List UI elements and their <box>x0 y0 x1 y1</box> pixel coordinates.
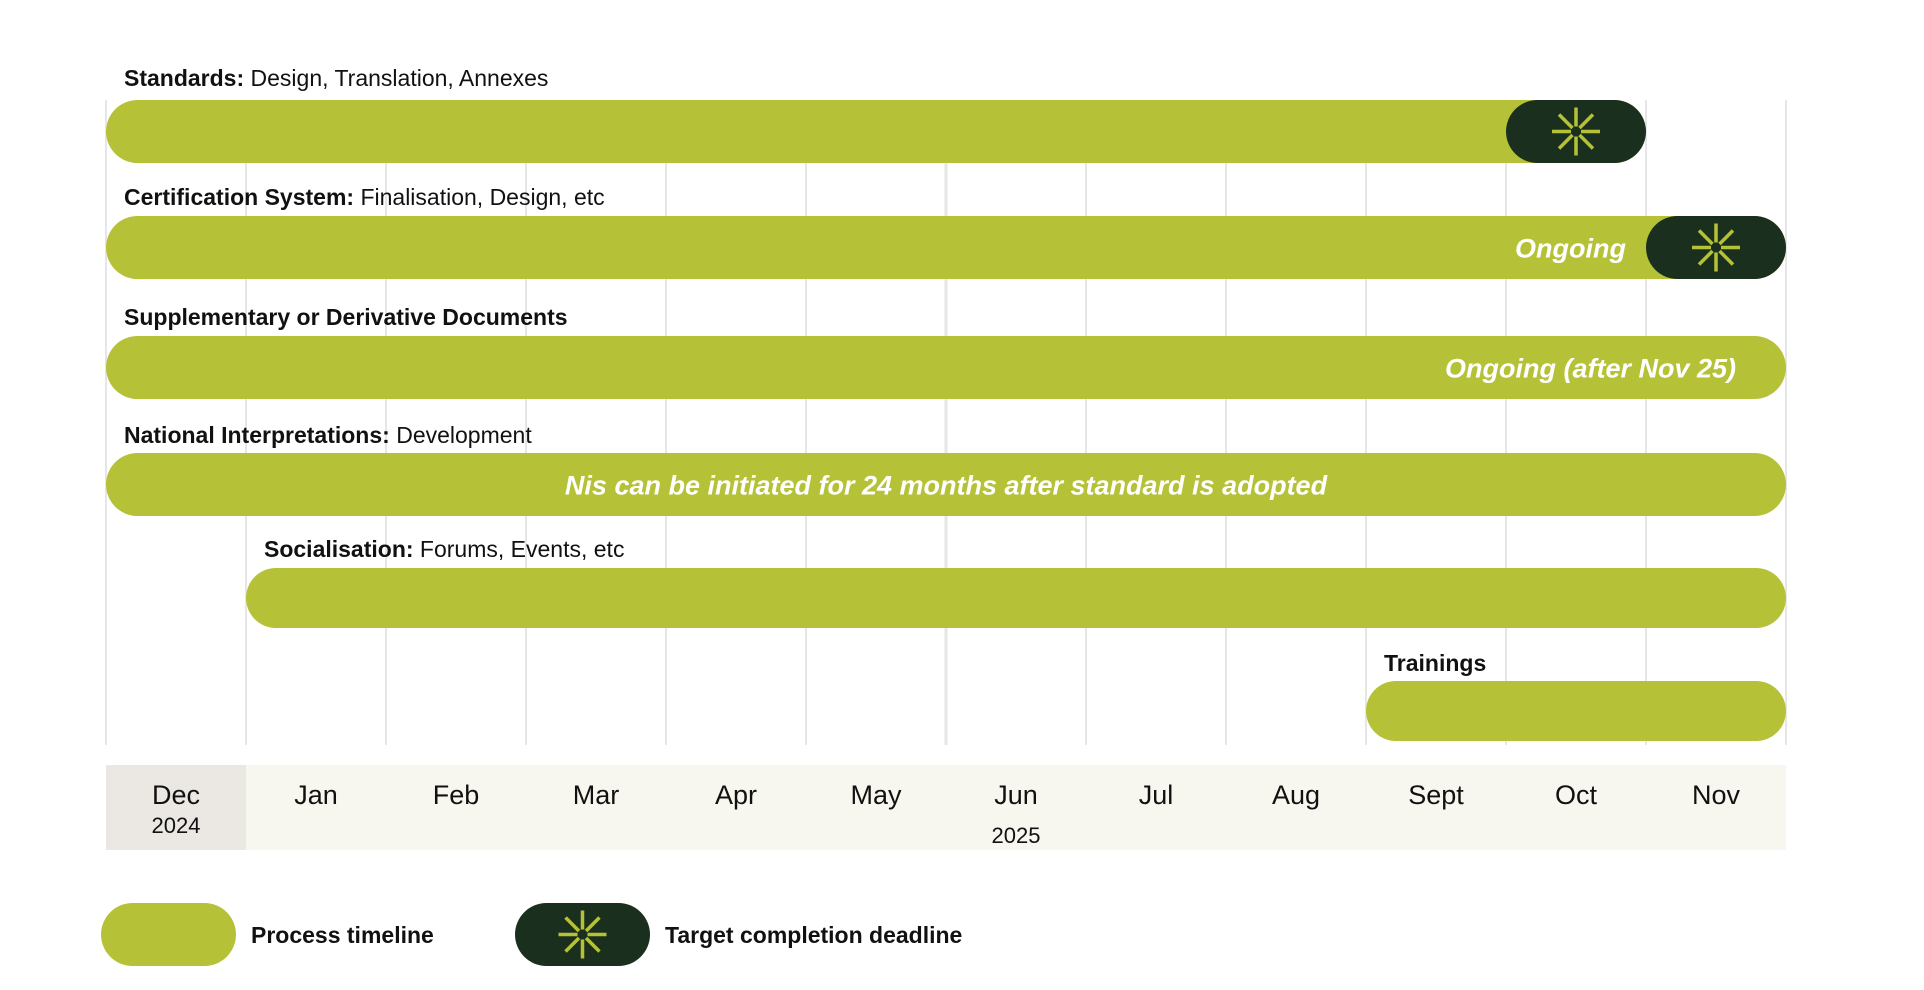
month-label: Nov <box>1692 780 1741 810</box>
year-label: 2025 <box>992 823 1041 848</box>
asterisk-ray <box>1557 133 1574 150</box>
asterisk-ray <box>1697 229 1714 246</box>
task-label-bold: Supplementary or Derivative Documents <box>124 304 568 330</box>
task-label-rest: Finalisation, Design, etc <box>354 184 605 210</box>
axis-first-cell <box>106 765 246 850</box>
asterisk-ray <box>564 916 581 933</box>
asterisk-ray <box>1578 113 1595 130</box>
process-bar <box>106 336 1786 399</box>
asterisk-ray <box>1557 113 1574 130</box>
task-label: Socialisation: Forums, Events, etc <box>264 536 624 562</box>
month-label: Mar <box>573 780 620 810</box>
asterisk-ray <box>1697 249 1714 266</box>
task-label-rest: Forums, Events, etc <box>414 536 625 562</box>
process-bar <box>106 453 1786 516</box>
asterisk-icon <box>1692 223 1740 272</box>
task-row: Certification System: Finalisation, Desi… <box>106 184 1786 279</box>
month-label: Apr <box>715 780 757 810</box>
month-label: Oct <box>1555 780 1598 810</box>
process-bar <box>1366 681 1786 741</box>
task-label-rest: Development <box>390 422 533 448</box>
task-label-rest: Design, Translation, Annexes <box>244 65 548 91</box>
deadline-marker <box>1506 100 1646 163</box>
task-label-bold: Certification System: <box>124 184 354 210</box>
month-label: May <box>850 780 902 810</box>
asterisk-ray <box>564 936 581 953</box>
task-label: Supplementary or Derivative Documents <box>124 304 568 330</box>
task-label: Certification System: Finalisation, Desi… <box>124 184 605 210</box>
bar-note: Ongoing (after Nov 25) <box>1445 354 1736 384</box>
legend-label: Target completion deadline <box>665 922 962 948</box>
process-bar <box>246 568 1786 628</box>
task-label: Standards: Design, Translation, Annexes <box>124 65 548 91</box>
legend-swatch <box>515 903 650 966</box>
asterisk-ray <box>1718 229 1735 246</box>
legend-label: Process timeline <box>251 922 434 948</box>
legend-swatch <box>101 903 236 966</box>
year-label: 2024 <box>152 813 201 838</box>
process-bar <box>106 100 1646 163</box>
task-label-bold: National Interpretations: <box>124 422 390 448</box>
asterisk-icon <box>558 910 607 959</box>
asterisk-ray <box>1578 133 1595 150</box>
task-label-bold: Trainings <box>1384 650 1486 676</box>
task-label: National Interpretations: Development <box>124 422 532 448</box>
deadline-marker <box>1646 216 1786 279</box>
asterisk-ray <box>1718 249 1735 266</box>
month-label: Sept <box>1408 780 1464 810</box>
task-label-bold: Socialisation: <box>264 536 414 562</box>
axis-background <box>106 765 1786 850</box>
task-row: Socialisation: Forums, Events, etc <box>246 536 1786 628</box>
process-bar <box>106 216 1786 279</box>
legend-item: Target completion deadline <box>515 903 962 966</box>
month-label: Dec <box>152 780 200 810</box>
month-label: Feb <box>433 780 480 810</box>
legend-item: Process timeline <box>101 903 434 966</box>
month-axis: Dec 2024 Jan Feb Mar Apr May Jun 2025 Jul Aug Sept O… <box>106 765 1786 850</box>
month-label: Jul <box>1139 780 1174 810</box>
month-label: Aug <box>1272 780 1320 810</box>
task-row: Standards: Design, Translation, Annexes <box>106 65 1646 163</box>
task-label: Trainings <box>1384 650 1486 676</box>
month-label: Jan <box>294 780 338 810</box>
task-row: Trainings <box>1366 650 1786 741</box>
asterisk-ray <box>584 936 601 953</box>
month-label: Jun <box>994 780 1038 810</box>
task-row: National Interpretations: Development Nis… <box>106 422 1786 516</box>
task-label-bold: Standards: <box>124 65 244 91</box>
task-row: Supplementary or Derivative Documents Ong… <box>106 304 1786 399</box>
legend: Process timeline Target completion deadli… <box>101 903 962 966</box>
bar-note: Nis can be initiated for 24 months after… <box>565 471 1328 501</box>
asterisk-ray <box>584 916 601 933</box>
bar-note: Ongoing <box>1515 234 1626 264</box>
gridlines <box>105 100 1787 745</box>
asterisk-icon <box>1552 107 1600 156</box>
